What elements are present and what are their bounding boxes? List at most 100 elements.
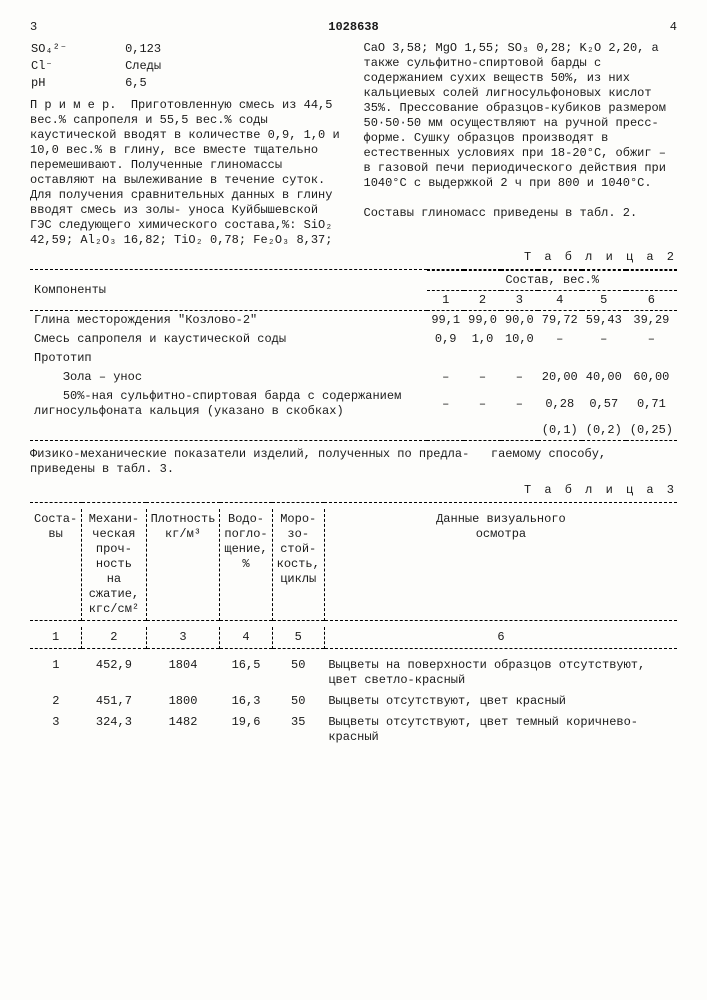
t2-head-sostav: Состав, вес.%	[427, 271, 677, 291]
patent-number: 1028638	[328, 20, 378, 35]
t3-cell: 451,7	[82, 691, 146, 712]
t2-cell: –	[501, 387, 538, 421]
t2-cell: 0,57	[582, 387, 626, 421]
t2-cell: 10,0	[501, 330, 538, 349]
t2-cell	[464, 349, 501, 368]
t2-head-components: Компоненты	[30, 271, 427, 311]
t2-row-label: Зола – унос	[30, 368, 427, 387]
t2-cell	[501, 421, 538, 441]
t2-cell: 90,0	[501, 311, 538, 330]
t2-row-label	[30, 421, 427, 441]
t3-cell: 1804	[146, 655, 220, 691]
t2-row-label: 50%-ная сульфитно-спиртовая барда с соде…	[30, 387, 427, 421]
t3-cell: 2	[30, 691, 82, 712]
t3-cell: 1800	[146, 691, 220, 712]
t2-cell	[582, 349, 626, 368]
t3-cell: 1	[30, 655, 82, 691]
t2-cell: –	[427, 368, 464, 387]
t2-cell	[538, 349, 582, 368]
ion-name: SO₄²⁻	[30, 41, 124, 58]
t2-cell: 20,00	[538, 368, 582, 387]
t2-row-label: Смесь сапропеля и каустической соды	[30, 330, 427, 349]
t3-colnum: 2	[82, 627, 146, 649]
t2-col: 1	[427, 291, 464, 311]
ion-name: Cl⁻	[30, 58, 124, 75]
t3-colnum: 5	[272, 627, 324, 649]
t2-cell: (0,25)	[626, 421, 677, 441]
ion-list: SO₄²⁻0,123 Cl⁻Следы pH6,5	[30, 41, 218, 92]
ion-name: pH	[30, 75, 124, 92]
t2-row-label: Прототип	[30, 349, 427, 368]
t2-cell: –	[464, 368, 501, 387]
t2-cell: 60,00	[626, 368, 677, 387]
t3-cell: 1482	[146, 712, 220, 748]
table-2: Компоненты Состав, вес.% 1 2 3 4 5 6 Гли…	[30, 269, 677, 441]
t2-cell: –	[427, 387, 464, 421]
t3-cell: Выцветы отсутствуют, цвет темный коричне…	[324, 712, 677, 748]
t2-cell: –	[501, 368, 538, 387]
t2-col: 2	[464, 291, 501, 311]
t3-cell: 452,9	[82, 655, 146, 691]
t2-cell: 99,0	[464, 311, 501, 330]
t3-cell: Выцветы отсутствуют, цвет красный	[324, 691, 677, 712]
page-right: 4	[670, 20, 677, 35]
t3-cell: 50	[272, 691, 324, 712]
t2-col: 3	[501, 291, 538, 311]
t3-cell: Выцветы на поверхности образцов отсутств…	[324, 655, 677, 691]
t2-row-label: Глина месторождения "Козлово-2"	[30, 311, 427, 330]
t2-cell	[464, 421, 501, 441]
t2-cell	[626, 349, 677, 368]
t2-cell: (0,2)	[582, 421, 626, 441]
t2-cell: –	[538, 330, 582, 349]
t2-cell: 99,1	[427, 311, 464, 330]
t3-cell: 16,5	[220, 655, 272, 691]
right-text: CaO 3,58; MgO 1,55; SO₃ 0,28; K₂O 2,20, …	[364, 41, 678, 248]
table-3: Соста- выМехани- ческая проч- ность на с…	[30, 502, 677, 748]
t2-col: 5	[582, 291, 626, 311]
page-header: 3 1028638 4	[30, 20, 677, 35]
t3-cell: 3	[30, 712, 82, 748]
t3-colnum: 6	[324, 627, 677, 649]
t2-cell: 0,71	[626, 387, 677, 421]
t3-head: Данные визуального осмотра	[324, 509, 677, 621]
t2-cell: –	[582, 330, 626, 349]
ion-val: Следы	[124, 58, 218, 75]
t2-cell	[501, 349, 538, 368]
t3-colnum: 3	[146, 627, 220, 649]
table3-caption: Т а б л и ц а 3	[30, 483, 677, 498]
ion-val: 6,5	[124, 75, 218, 92]
t2-cell	[427, 349, 464, 368]
t2-cell: –	[626, 330, 677, 349]
t2-cell: 59,43	[582, 311, 626, 330]
t3-head: Моро- зо- стой- кость, циклы	[272, 509, 324, 621]
t3-cell: 16,3	[220, 691, 272, 712]
t3-cell: 35	[272, 712, 324, 748]
t2-cell: 1,0	[464, 330, 501, 349]
t3-head: Механи- ческая проч- ность на сжатие, кг…	[82, 509, 146, 621]
t2-cell: 0,28	[538, 387, 582, 421]
left-text: П р и м е р. Приготовленную смесь из 44,…	[30, 98, 344, 248]
t2-cell	[427, 421, 464, 441]
t2-cell: –	[464, 387, 501, 421]
t2-cell: (0,1)	[538, 421, 582, 441]
table2-caption: Т а б л и ц а 2	[30, 250, 677, 265]
t3-colnum: 1	[30, 627, 82, 649]
left-column: SO₄²⁻0,123 Cl⁻Следы pH6,5 П р и м е р. П…	[30, 41, 344, 248]
t2-cell: 79,72	[538, 311, 582, 330]
mid-paragraph: Физико-механические показатели изделий, …	[30, 447, 677, 477]
t3-cell: 19,6	[220, 712, 272, 748]
body-columns: SO₄²⁻0,123 Cl⁻Следы pH6,5 П р и м е р. П…	[30, 41, 677, 248]
t2-col: 6	[626, 291, 677, 311]
t2-cell: 0,9	[427, 330, 464, 349]
t3-colnum: 4	[220, 627, 272, 649]
t2-cell: 40,00	[582, 368, 626, 387]
ion-val: 0,123	[124, 41, 218, 58]
t3-cell: 50	[272, 655, 324, 691]
page-left: 3	[30, 20, 37, 35]
t2-cell: 39,29	[626, 311, 677, 330]
t3-head: Соста- вы	[30, 509, 82, 621]
t3-head: Водо- погло- щение, %	[220, 509, 272, 621]
t2-col: 4	[538, 291, 582, 311]
t3-cell: 324,3	[82, 712, 146, 748]
t3-head: Плотность кг/м³	[146, 509, 220, 621]
